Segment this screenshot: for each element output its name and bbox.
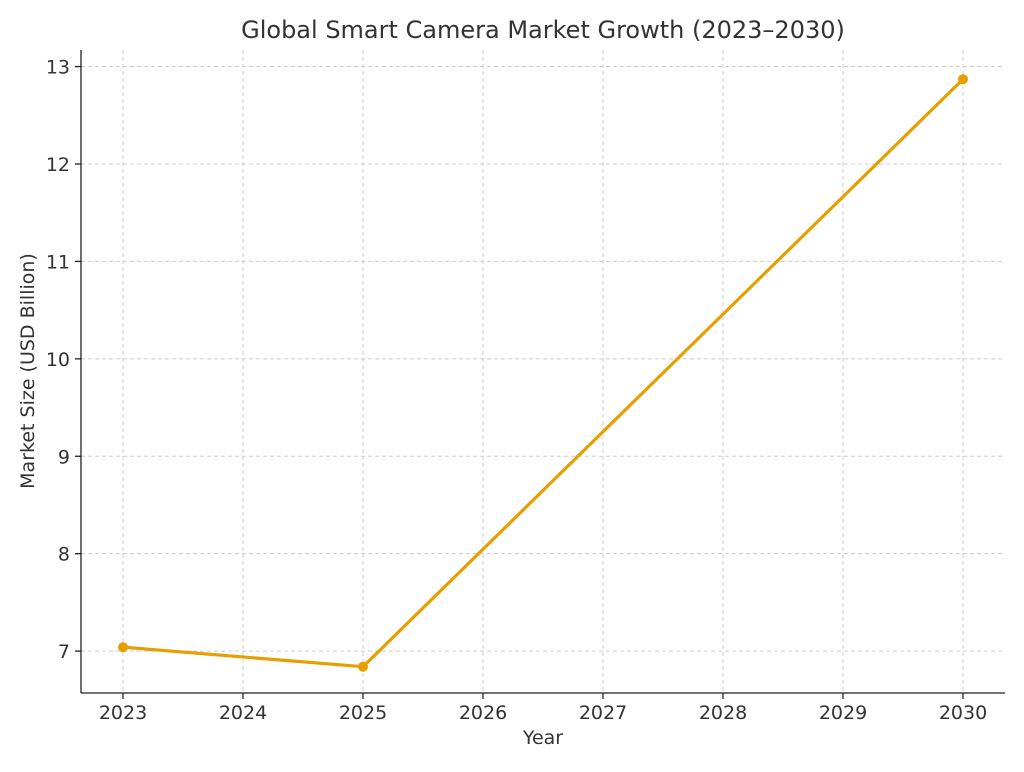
labels: Global Smart Camera Market Growth (2023–… [17, 16, 845, 749]
chart-title: Global Smart Camera Market Growth (2023–… [241, 16, 845, 44]
x-tick-label: 2024 [219, 702, 267, 724]
data-point-marker [358, 661, 368, 672]
axes: 2023 2024 2025 2026 2027 2028 2029 2030 7 8 9 10 11 1… [46, 50, 1005, 724]
x-tick-label: 2027 [579, 702, 627, 724]
y-axis-label: Market Size (USD Billion) [17, 253, 39, 489]
y-tick-label: 8 [58, 544, 70, 566]
x-axis-label: Year [522, 727, 563, 749]
x-tick-label: 2030 [939, 702, 987, 724]
y-tick-label: 10 [46, 349, 70, 371]
data-point-marker [118, 642, 128, 653]
x-tick-label: 2023 [99, 702, 147, 724]
grid-layer [81, 50, 1005, 693]
x-tick-label: 2029 [819, 702, 867, 724]
x-tick-label: 2026 [459, 702, 507, 724]
y-tick-label: 11 [46, 251, 70, 273]
x-tick-label: 2028 [699, 702, 747, 724]
series-line [121, 77, 965, 669]
data-point-marker [958, 74, 968, 85]
series-layer [118, 74, 968, 672]
y-tick-label: 12 [46, 154, 70, 176]
y-tick-label: 7 [58, 641, 70, 663]
y-tick-label: 9 [58, 446, 70, 468]
x-tick-label: 2025 [339, 702, 387, 724]
y-tick-label: 13 [46, 57, 70, 79]
